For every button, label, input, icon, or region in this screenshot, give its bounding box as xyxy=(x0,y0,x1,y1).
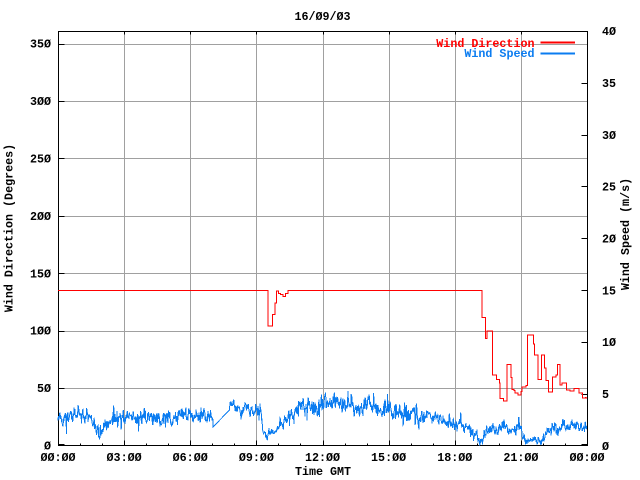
svg-text:Time GMT: Time GMT xyxy=(295,465,351,479)
svg-text:3Ø: 3Ø xyxy=(602,129,616,143)
svg-text:12:ØØ: 12:ØØ xyxy=(305,451,340,465)
svg-text:15Ø: 15Ø xyxy=(30,267,51,281)
svg-text:35Ø: 35Ø xyxy=(30,38,51,52)
svg-text:Ø: Ø xyxy=(44,440,51,454)
svg-text:15: 15 xyxy=(602,284,616,298)
svg-text:Ø3:ØØ: Ø3:ØØ xyxy=(107,451,142,465)
svg-text:5Ø: 5Ø xyxy=(37,382,51,396)
svg-text:Wind Direction: Wind Direction xyxy=(436,37,534,51)
svg-text:Ø6:ØØ: Ø6:ØØ xyxy=(173,451,208,465)
svg-text:2ØØ: 2ØØ xyxy=(30,210,51,224)
svg-text:Wind Speed (m/s): Wind Speed (m/s) xyxy=(619,178,633,290)
svg-text:Ø9:ØØ: Ø9:ØØ xyxy=(239,451,274,465)
svg-text:15:ØØ: 15:ØØ xyxy=(371,451,406,465)
svg-text:25Ø: 25Ø xyxy=(30,152,51,166)
svg-text:35: 35 xyxy=(602,77,616,91)
svg-text:Wind Speed: Wind Speed xyxy=(464,47,534,61)
svg-text:Wind Direction (Degrees): Wind Direction (Degrees) xyxy=(3,144,17,312)
svg-text:Ø: Ø xyxy=(602,440,609,454)
svg-text:4Ø: 4Ø xyxy=(602,25,616,39)
svg-text:21:ØØ: 21:ØØ xyxy=(503,451,538,465)
svg-text:ØØ:ØØ: ØØ:ØØ xyxy=(569,451,604,465)
svg-text:ØØ:ØØ: ØØ:ØØ xyxy=(40,451,75,465)
svg-text:5: 5 xyxy=(602,388,609,402)
svg-text:3ØØ: 3ØØ xyxy=(30,95,51,109)
svg-text:1Ø: 1Ø xyxy=(602,336,616,350)
svg-text:25: 25 xyxy=(602,181,616,195)
svg-text:1ØØ: 1ØØ xyxy=(30,325,51,339)
svg-text:16/Ø9/Ø3: 16/Ø9/Ø3 xyxy=(294,10,350,24)
svg-text:18:ØØ: 18:ØØ xyxy=(437,451,472,465)
svg-text:2Ø: 2Ø xyxy=(602,233,616,247)
